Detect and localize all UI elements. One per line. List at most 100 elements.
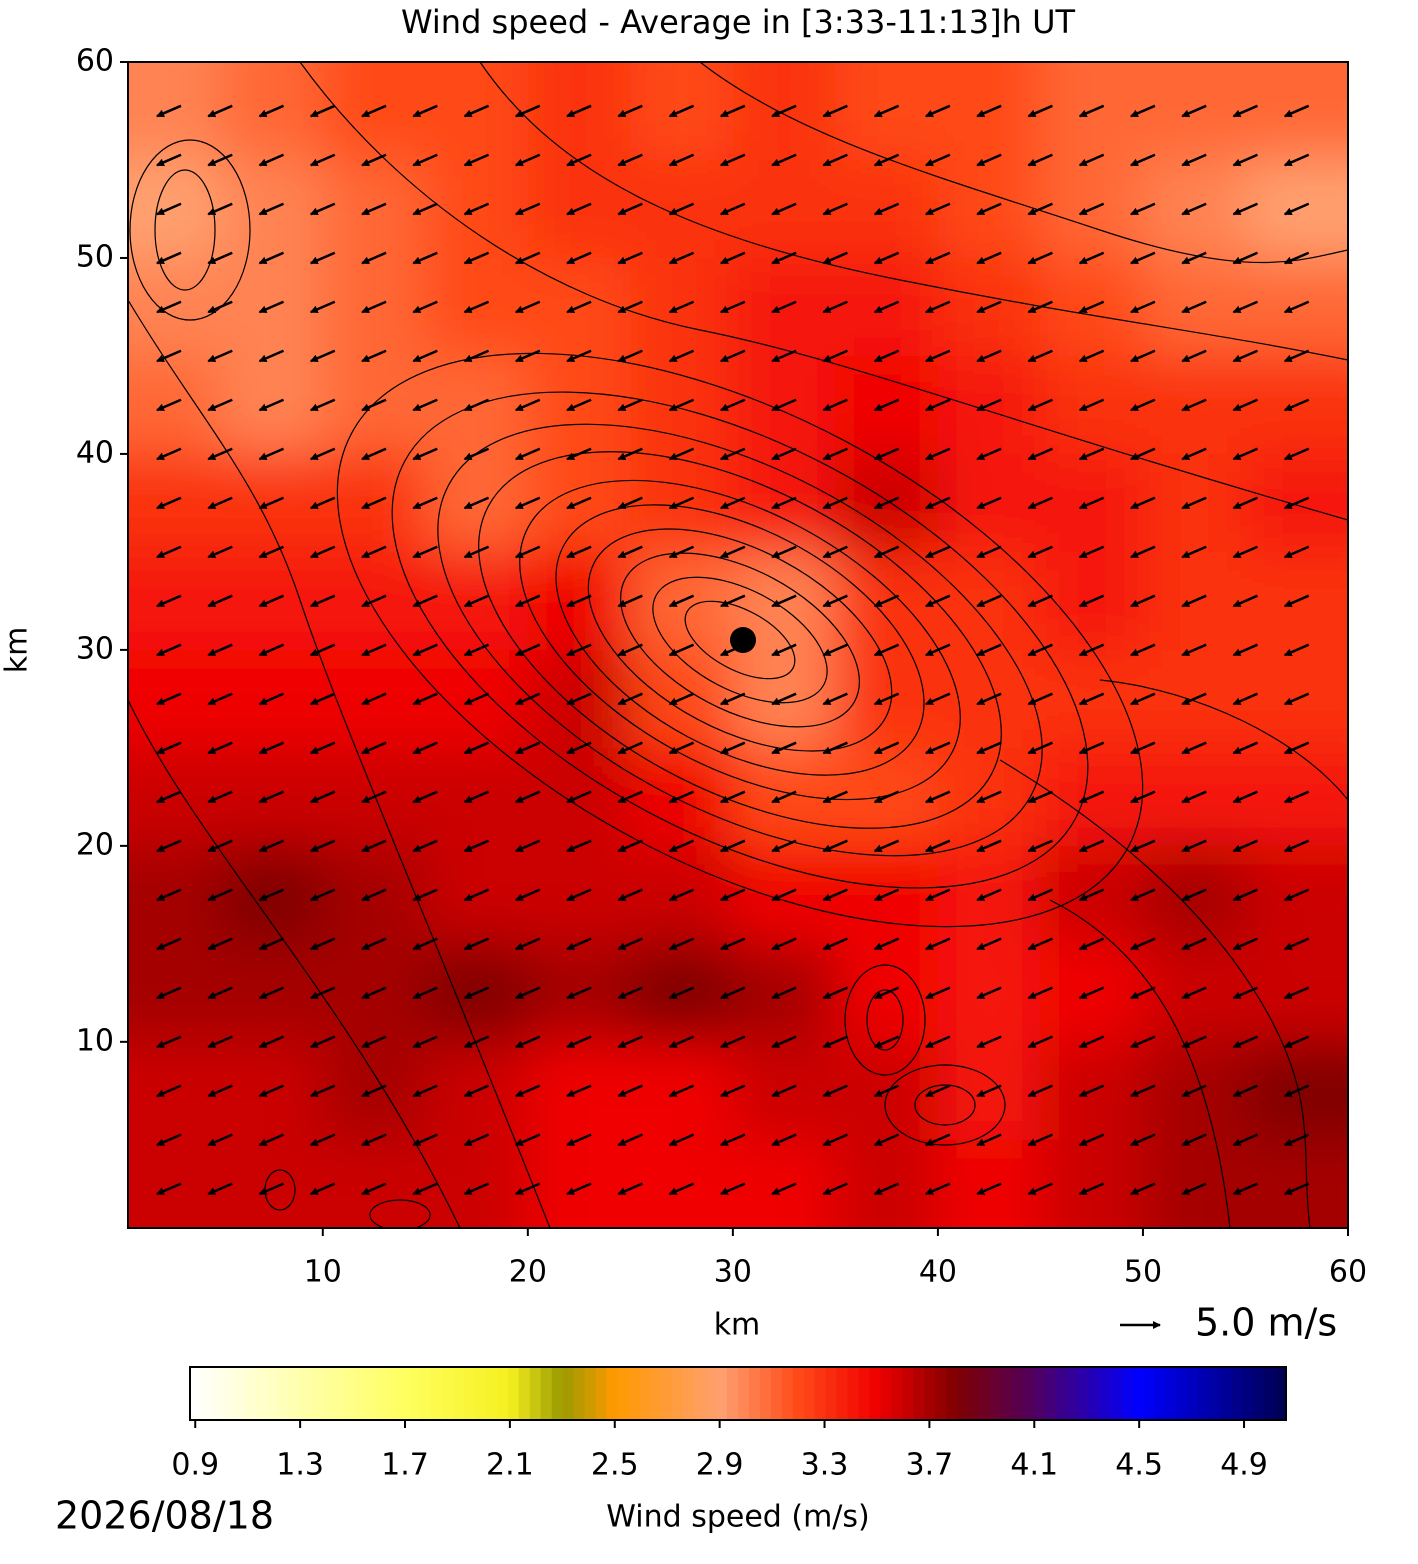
- colorbar-band: [836, 1367, 849, 1420]
- wind-arrow: [156, 1084, 182, 1098]
- wind-arrow: [514, 300, 541, 314]
- wind-arrow: [771, 937, 797, 951]
- wind-arrow: [463, 643, 490, 657]
- wind-arrow: [309, 349, 336, 363]
- wind-arrow: [258, 741, 285, 755]
- wind-arrow: [1130, 153, 1156, 167]
- colorbar-band: [990, 1367, 1002, 1420]
- y-tick-label: 10: [76, 1023, 114, 1058]
- wind-arrow: [361, 1084, 387, 1098]
- wind-arrow: [873, 349, 900, 363]
- wind-arrow: [1078, 1035, 1105, 1049]
- wind-arrow: [822, 153, 848, 167]
- wind-arrow: [514, 349, 541, 363]
- wind-arrow: [514, 1035, 541, 1049]
- wind-arrow: [1232, 790, 1258, 804]
- wind-arrow: [924, 986, 951, 1000]
- colorbar-band: [1165, 1367, 1177, 1420]
- wind-arrow: [207, 986, 233, 1000]
- wind-arrow: [566, 986, 592, 1000]
- wind-arrow: [668, 398, 695, 412]
- wind-arrow: [1283, 937, 1310, 951]
- wind-arrow: [873, 1133, 900, 1147]
- wind-arrow: [156, 594, 182, 608]
- colorbar-band: [1110, 1367, 1123, 1420]
- x-tick-label: 50: [1124, 1255, 1162, 1290]
- wind-arrow: [566, 496, 592, 510]
- colorbar-band: [474, 1367, 487, 1420]
- colorbar-band: [464, 1367, 476, 1420]
- colorbar-band: [376, 1367, 388, 1420]
- wind-arrow: [412, 545, 438, 559]
- wind-arrow: [1078, 496, 1105, 510]
- wind-arrow: [719, 349, 746, 363]
- wind-arrow: [1027, 594, 1053, 608]
- wind-arrow: [822, 300, 848, 314]
- wind-arrow: [924, 790, 951, 804]
- wind-arrow: [668, 741, 695, 755]
- wind-arrow: [822, 1133, 848, 1147]
- wind-arrow: [924, 839, 951, 853]
- wind-arrow: [1283, 1182, 1310, 1196]
- wind-arrow: [1078, 1182, 1105, 1196]
- wind-arrow: [873, 937, 900, 951]
- wind-arrow: [514, 1133, 541, 1147]
- wind-arrow: [1130, 1035, 1156, 1049]
- wind-arrow: [1181, 153, 1207, 167]
- wind-arrow: [1181, 986, 1207, 1000]
- wind-arrow: [976, 1133, 1002, 1147]
- wind-arrow: [617, 496, 643, 510]
- colorbar-band: [409, 1367, 421, 1420]
- wind-arrow: [1027, 1084, 1053, 1098]
- wind-arrow: [1027, 251, 1053, 265]
- wind-arrow: [514, 1084, 541, 1098]
- y-tick-label: 50: [76, 239, 114, 274]
- wind-arrow: [566, 594, 592, 608]
- colorbar-band: [1176, 1367, 1188, 1420]
- wind-arrow: [1130, 1133, 1156, 1147]
- wind-arrow: [719, 937, 746, 951]
- wind-arrow: [463, 447, 490, 461]
- wind-arrow: [719, 1084, 746, 1098]
- colorbar-band: [1055, 1367, 1068, 1420]
- colorbar-tick-label: 3.7: [906, 1448, 954, 1483]
- wind-arrow: [668, 937, 695, 951]
- wind-arrow: [1232, 153, 1258, 167]
- colorbar-band: [584, 1367, 597, 1420]
- wind-arrow: [309, 104, 336, 118]
- wind-arrow: [1027, 447, 1053, 461]
- wind-arrow: [976, 496, 1002, 510]
- wind-arrow: [873, 447, 900, 461]
- wind-arrow: [156, 986, 182, 1000]
- colorbar-band: [431, 1367, 443, 1420]
- colorbar-band: [727, 1367, 739, 1420]
- heat-cell: [128, 845, 222, 945]
- wind-arrow: [668, 447, 695, 461]
- wind-arrow: [1130, 692, 1156, 706]
- colorbar-band: [573, 1367, 586, 1420]
- wind-arrow: [822, 692, 848, 706]
- wind-arrow: [1078, 153, 1105, 167]
- wind-arrow: [566, 153, 592, 167]
- wind-arrow: [566, 643, 592, 657]
- wind-arrow: [873, 986, 900, 1000]
- wind-arrow: [617, 300, 643, 314]
- colorbar-band: [1253, 1367, 1265, 1420]
- wind-arrow: [361, 349, 387, 363]
- wind-arrow: [1232, 104, 1258, 118]
- wind-arrow: [361, 790, 387, 804]
- wind-arrow: [1078, 986, 1105, 1000]
- wind-arrow: [207, 839, 233, 853]
- wind-arrow: [1130, 1084, 1156, 1098]
- wind-arrow: [514, 888, 541, 902]
- wind-arrow: [412, 1084, 438, 1098]
- colorbar-band: [1121, 1367, 1134, 1420]
- wind-arrow: [719, 790, 746, 804]
- wind-arrow: [822, 888, 848, 902]
- wind-arrow: [1027, 300, 1053, 314]
- wind-arrow: [924, 251, 951, 265]
- colorbar-tick-label: 4.9: [1220, 1448, 1268, 1483]
- wind-arrow: [771, 888, 797, 902]
- wind-arrow: [361, 300, 387, 314]
- heat-cell: [732, 1139, 837, 1228]
